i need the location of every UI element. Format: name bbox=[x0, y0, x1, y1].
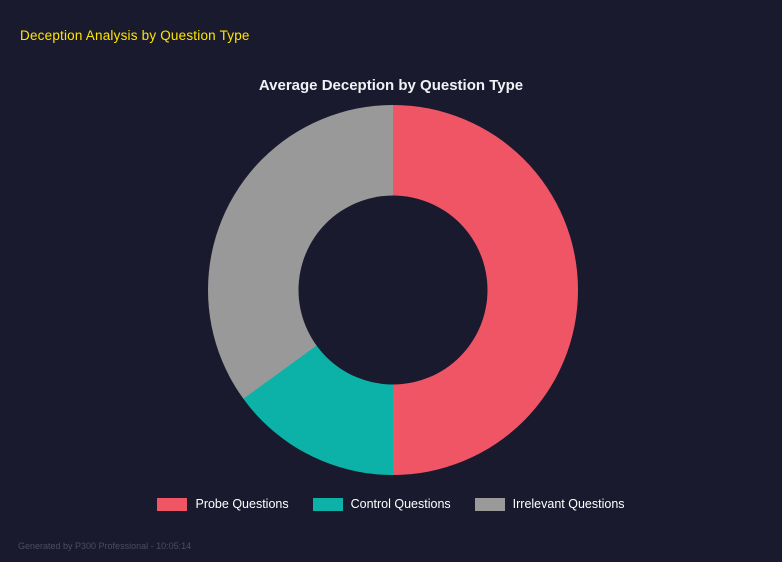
legend-label-control-questions: Control Questions bbox=[350, 497, 451, 511]
donut-chart bbox=[208, 105, 578, 475]
legend-swatch-probe-questions bbox=[157, 497, 188, 511]
footer-note: Generated by P300 Professional - 10:05:1… bbox=[18, 541, 192, 551]
legend-swatch-irrelevant-questions bbox=[474, 497, 505, 511]
report-header: Deception Analysis by Question Type bbox=[20, 28, 250, 43]
donut-hole bbox=[298, 195, 488, 385]
legend-swatch-control-questions bbox=[312, 497, 343, 511]
legend-label-probe-questions: Probe Questions bbox=[195, 497, 289, 511]
legend-item-irrelevant-questions[interactable]: Irrelevant Questions bbox=[474, 497, 625, 511]
legend-label-irrelevant-questions: Irrelevant Questions bbox=[512, 497, 625, 511]
legend-item-control-questions[interactable]: Control Questions bbox=[312, 497, 451, 511]
chart-legend: Probe Questions Control Questions Irrele… bbox=[0, 497, 782, 511]
chart-title: Average Deception by Question Type bbox=[258, 77, 524, 94]
legend-item-probe-questions[interactable]: Probe Questions bbox=[157, 497, 289, 511]
